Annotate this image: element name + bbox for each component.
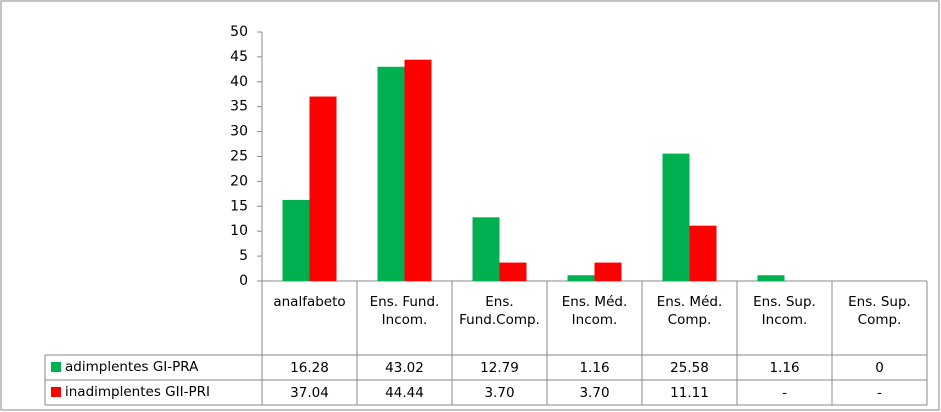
table-value: - — [877, 385, 882, 401]
x-tick-label: Ens. Sup. Incom. — [753, 294, 816, 328]
table-value: 1.16 — [579, 360, 610, 376]
bar — [757, 275, 785, 281]
y-tick-label: 20 — [230, 173, 248, 189]
bar — [499, 262, 527, 281]
table-value: 25.58 — [670, 360, 709, 376]
table-value: 12.79 — [480, 360, 519, 376]
bar — [472, 217, 500, 281]
table-value: 11.11 — [670, 385, 709, 401]
y-tick-label: 25 — [230, 149, 248, 165]
y-tick-label: 10 — [230, 223, 248, 239]
table-value: 44.44 — [385, 385, 424, 401]
x-tick-label: Ens. Méd. Comp. — [656, 294, 723, 328]
y-tick-label: 0 — [239, 273, 248, 289]
y-tick-label: 45 — [230, 49, 248, 65]
table-value: 1.16 — [769, 360, 800, 376]
table-value: 43.02 — [385, 360, 424, 376]
table-value: 3.70 — [579, 385, 610, 401]
table-value: 3.70 — [484, 385, 515, 401]
x-tick-label: Ens. Sup. Comp. — [848, 294, 911, 328]
bar — [309, 96, 337, 281]
legend-label: adimplentes GI-PRA — [65, 359, 199, 375]
legend-key — [51, 387, 61, 397]
table-value: 16.28 — [290, 360, 329, 376]
legend-label: inadimplentes GII-PRI — [65, 384, 210, 400]
x-tick-label: Ens. Fund. Incom. — [369, 294, 440, 328]
bar — [282, 199, 310, 281]
bar — [567, 275, 595, 281]
bar — [377, 66, 405, 281]
table-value: - — [782, 385, 787, 401]
y-tick-label: 35 — [230, 99, 248, 115]
table-value: 0 — [875, 360, 884, 376]
legend-entry: adimplentes GI-PRA — [45, 355, 198, 379]
legend-key — [51, 362, 61, 372]
y-tick-label: 30 — [230, 124, 248, 140]
legend-entry: inadimplentes GII-PRI — [45, 380, 210, 404]
y-tick-label: 15 — [230, 198, 248, 214]
y-tick-label: 50 — [230, 24, 248, 40]
bar — [689, 225, 717, 281]
x-tick-label: Ens. Fund.Comp. — [459, 294, 540, 328]
bar — [662, 153, 690, 281]
bar — [594, 262, 622, 281]
y-tick-label: 5 — [239, 248, 248, 264]
x-tick-label: analfabeto — [273, 294, 346, 310]
table-value: 37.04 — [290, 385, 329, 401]
bar — [404, 59, 432, 282]
y-tick-label: 40 — [230, 74, 248, 90]
x-tick-label: Ens. Méd. Incom. — [561, 294, 628, 328]
